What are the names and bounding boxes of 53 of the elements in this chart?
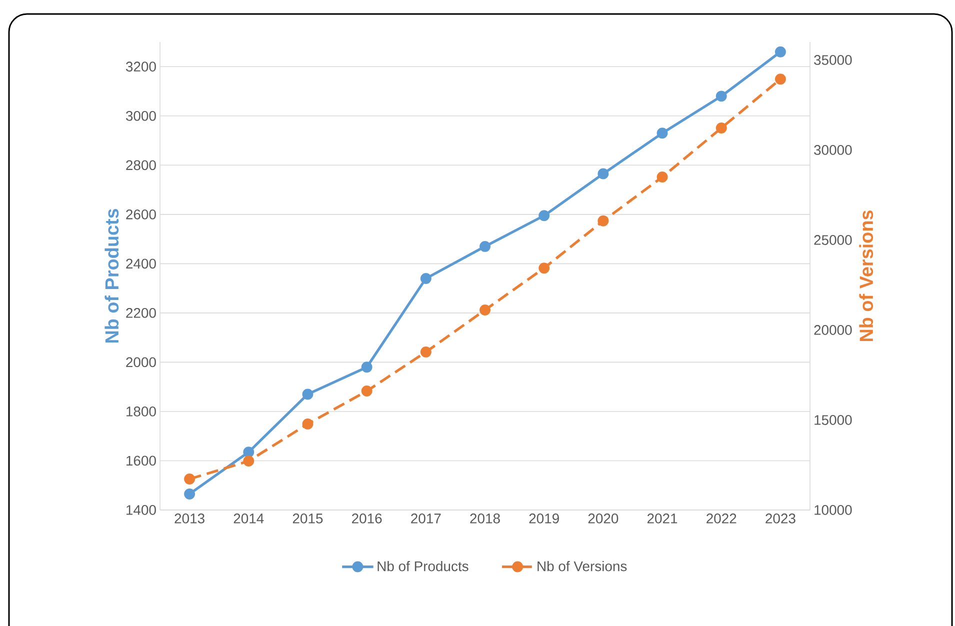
- y2-tick-label: 10000: [814, 505, 852, 515]
- point: [598, 215, 609, 226]
- y-axis-title: Nb of Products: [104, 208, 119, 343]
- point: [302, 388, 314, 400]
- x-tick-label: 2023: [766, 514, 796, 524]
- x-tick-label: 2019: [529, 514, 559, 524]
- y-tick-label: 3000: [126, 110, 156, 121]
- x-tick-label: 2021: [647, 514, 678, 524]
- y-tick-label: 1600: [126, 456, 156, 466]
- x-tick-label: 2018: [470, 514, 500, 524]
- x-tick-label: 2013: [174, 514, 204, 524]
- point: [538, 210, 550, 222]
- y2-tick-label: 30000: [814, 145, 852, 155]
- point: [420, 272, 432, 284]
- point: [243, 456, 254, 467]
- x-tick-label: 2014: [234, 514, 264, 524]
- point: [716, 122, 727, 134]
- y-tick-label: 1800: [126, 406, 156, 416]
- y-tick-label: 2400: [126, 258, 156, 269]
- point: [243, 446, 254, 458]
- point: [480, 240, 490, 252]
- y-tick-label: 2200: [126, 308, 156, 318]
- y2-tick-label: 35000: [814, 55, 852, 65]
- y2-tick-label: 20000: [814, 325, 852, 335]
- point: [598, 168, 609, 180]
- x-tick-label: 2015: [292, 514, 323, 524]
- point: [774, 46, 786, 58]
- point: [361, 362, 372, 373]
- y-tick-label: 2000: [126, 357, 156, 368]
- x-tick-label: 2016: [352, 514, 382, 524]
- point: [716, 90, 727, 102]
- point: [656, 172, 668, 182]
- point: [361, 386, 372, 396]
- legend-label: Nb of Versions: [538, 560, 627, 572]
- x-tick-label: 2017: [411, 514, 441, 524]
- point: [420, 346, 432, 358]
- y-tick-label: 2600: [126, 209, 156, 220]
- y-tick-label: 3200: [126, 62, 156, 72]
- y2-axis-title: Nb of Versions: [859, 210, 874, 341]
- point: [302, 418, 314, 430]
- y-tick-label: 1400: [126, 505, 156, 515]
- point: [656, 128, 668, 139]
- y2-tick-label: 25000: [814, 235, 852, 245]
- y-tick-label: 2800: [126, 160, 156, 170]
- y2-tick-label: 15000: [814, 415, 852, 425]
- x-tick-label: 2020: [588, 514, 618, 524]
- point: [538, 262, 550, 274]
- point: [184, 488, 196, 500]
- legend-label: Nb of Products: [378, 560, 468, 572]
- point: [774, 74, 786, 85]
- point: [184, 474, 196, 485]
- x-tick-label: 2022: [706, 514, 736, 524]
- point: [480, 304, 490, 316]
